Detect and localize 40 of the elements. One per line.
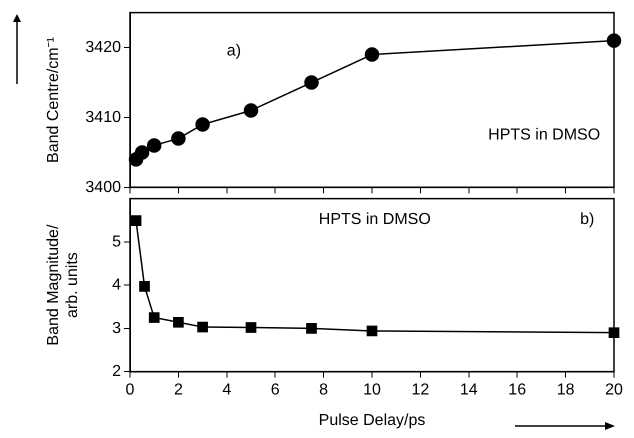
x-tick-label: 6 [270,382,280,399]
x-axis-title: Pulse Delay/ps [318,412,426,429]
point [246,322,256,333]
x-tick-label: 0 [126,382,135,399]
point [173,316,184,328]
point [139,281,150,292]
x-tick-label: 8 [319,382,328,399]
point [148,312,160,323]
x-tick-label: 16 [508,382,526,399]
point [130,215,142,226]
y-tick-label: 2 [112,363,122,380]
y-tick-label: 3420 [85,38,122,56]
point [134,145,150,160]
y-axis-title: Band Magnitude/ arb. units [45,224,82,346]
point [364,47,380,62]
x-tick-label: 14 [460,382,478,399]
y-tick-label: 3400 [85,178,122,196]
annotation: HPTS in DMSO [488,126,600,144]
x-tick-label: 4 [222,382,232,399]
y-tick-label: 3410 [85,108,122,126]
annotation: a) [226,42,242,60]
x-tick-label: 20 [605,382,623,399]
x-tick-label: 12 [412,382,430,399]
x-tick-label: 2 [174,382,183,399]
point [304,75,319,90]
y-tick-label: 5 [112,233,122,250]
point [244,103,258,118]
annotation: b) [580,210,594,228]
y-tick-label: 4 [112,276,122,294]
point [195,117,210,132]
point [146,138,162,153]
y-axis-title: Band Centre/cm⁻¹ [45,37,62,163]
y-tick-label: 3 [112,320,122,337]
x-tick-label: 10 [363,382,381,399]
point [366,326,378,336]
point [306,323,317,334]
x-tick-label: 18 [556,382,575,399]
annotation: HPTS in DMSO [318,210,431,228]
point [197,322,208,332]
point [171,131,186,146]
